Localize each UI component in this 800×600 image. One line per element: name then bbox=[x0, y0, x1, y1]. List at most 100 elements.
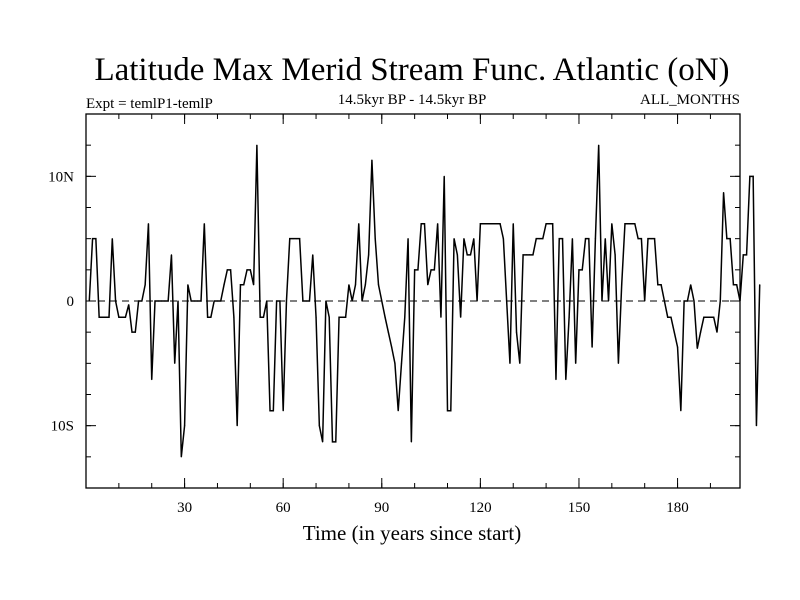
data-point bbox=[460, 316, 462, 318]
data-point bbox=[361, 300, 363, 302]
data-point bbox=[644, 300, 646, 302]
data-point bbox=[446, 410, 449, 412]
data-point bbox=[308, 300, 311, 302]
data-point bbox=[249, 269, 251, 271]
data-point bbox=[466, 254, 468, 256]
data-point bbox=[124, 316, 127, 318]
x-tick-label: 180 bbox=[666, 500, 689, 516]
data-point bbox=[670, 316, 672, 318]
data-point bbox=[279, 300, 281, 302]
data-point bbox=[253, 284, 255, 286]
data-point bbox=[479, 223, 481, 225]
data-point bbox=[345, 316, 347, 318]
data-point bbox=[558, 238, 560, 240]
data-point bbox=[519, 362, 521, 364]
data-point bbox=[180, 456, 182, 458]
data-point bbox=[397, 410, 399, 412]
data-point bbox=[226, 269, 228, 271]
axis-ticks bbox=[86, 114, 740, 488]
data-point bbox=[545, 223, 547, 225]
data-point bbox=[312, 254, 314, 256]
data-point bbox=[440, 316, 442, 318]
x-tick-label: 150 bbox=[568, 500, 591, 516]
data-point bbox=[318, 425, 320, 427]
data-point bbox=[594, 238, 597, 240]
data-point bbox=[433, 269, 435, 271]
data-point bbox=[203, 223, 205, 225]
data-point bbox=[588, 238, 590, 240]
data-point bbox=[653, 238, 656, 240]
data-point bbox=[522, 254, 524, 256]
data-point bbox=[476, 300, 478, 302]
data-point bbox=[532, 254, 534, 256]
x-tick-label: 120 bbox=[469, 500, 492, 516]
data-point bbox=[183, 425, 186, 427]
data-point bbox=[384, 316, 386, 318]
data-point bbox=[542, 238, 544, 240]
data-point bbox=[469, 254, 472, 256]
data-point bbox=[391, 346, 393, 348]
data-point bbox=[453, 238, 455, 240]
data-point bbox=[197, 300, 199, 302]
data-point bbox=[108, 316, 110, 318]
data-point bbox=[752, 175, 754, 177]
data-point bbox=[328, 316, 330, 318]
data-point bbox=[611, 223, 613, 225]
data-point bbox=[713, 316, 715, 318]
data-point bbox=[420, 223, 422, 225]
data-point bbox=[223, 284, 225, 286]
data-point bbox=[690, 284, 692, 286]
data-point bbox=[417, 269, 419, 271]
data-point bbox=[351, 300, 353, 302]
data-point bbox=[489, 223, 491, 225]
data-point bbox=[630, 223, 633, 225]
data-point bbox=[216, 300, 219, 302]
data-point bbox=[749, 175, 751, 177]
data-point bbox=[535, 238, 537, 240]
data-point bbox=[565, 378, 567, 381]
data-point bbox=[295, 238, 297, 240]
data-point bbox=[529, 254, 531, 256]
data-point bbox=[506, 300, 508, 302]
data-point bbox=[483, 223, 485, 225]
data-point bbox=[338, 316, 340, 318]
period-label: 14.5kyr BP - 14.5kyr BP bbox=[338, 92, 487, 108]
data-point bbox=[571, 238, 573, 240]
data-point bbox=[499, 223, 501, 225]
data-point bbox=[325, 300, 327, 302]
data-point bbox=[285, 300, 288, 302]
data-point bbox=[200, 300, 202, 302]
data-point bbox=[315, 316, 317, 318]
data-point bbox=[601, 300, 603, 302]
data-point bbox=[233, 316, 235, 318]
data-point bbox=[292, 238, 294, 240]
data-point bbox=[614, 254, 616, 256]
data-point bbox=[456, 254, 458, 256]
data-point bbox=[276, 300, 278, 302]
data-point bbox=[598, 144, 600, 146]
data-point bbox=[167, 300, 169, 302]
data-point bbox=[647, 238, 649, 240]
data-point bbox=[348, 284, 350, 286]
data-point bbox=[584, 238, 587, 240]
data-point bbox=[193, 300, 196, 302]
data-point bbox=[729, 238, 731, 240]
data-point bbox=[716, 331, 718, 333]
data-point bbox=[443, 175, 445, 177]
data-point bbox=[207, 316, 209, 318]
x-tick-label: 90 bbox=[374, 500, 389, 516]
x-tick-label: 30 bbox=[177, 500, 192, 516]
data-point bbox=[699, 331, 702, 333]
data-point bbox=[331, 441, 334, 443]
data-point bbox=[676, 346, 679, 348]
data-point bbox=[400, 362, 403, 364]
data-point bbox=[621, 284, 623, 286]
data-point bbox=[354, 284, 357, 286]
data-point bbox=[322, 441, 324, 443]
data-point bbox=[686, 300, 689, 302]
data-point bbox=[726, 238, 728, 240]
data-point bbox=[525, 254, 527, 256]
data-point bbox=[289, 238, 291, 240]
data-point bbox=[177, 300, 179, 302]
data-point bbox=[269, 410, 271, 412]
